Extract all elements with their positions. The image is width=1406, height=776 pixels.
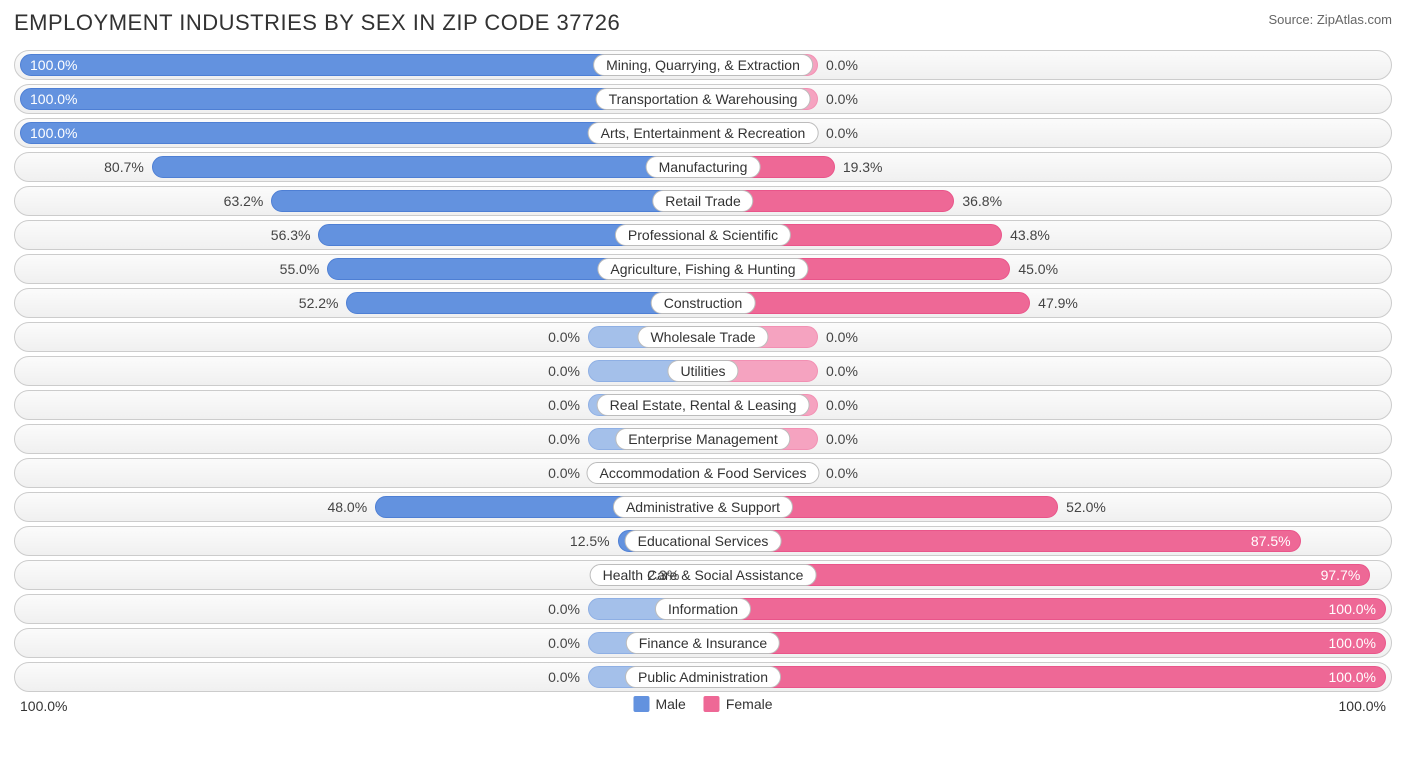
- category-label: Retail Trade: [652, 190, 753, 212]
- category-label: Arts, Entertainment & Recreation: [588, 122, 819, 144]
- legend: Male Female: [633, 696, 772, 712]
- male-value-label: 0.0%: [548, 465, 580, 481]
- female-bar: [703, 598, 1386, 620]
- category-label: Educational Services: [625, 530, 782, 552]
- female-value-label: 100.0%: [1329, 601, 1376, 617]
- male-value-label: 0.0%: [548, 329, 580, 345]
- male-value-label: 0.0%: [548, 601, 580, 617]
- row-track: Health Care & Social Assistance2.3% 97.7%: [14, 560, 1392, 590]
- male-value-label: 0.0%: [548, 635, 580, 651]
- female-bar: [703, 632, 1386, 654]
- male-value-label: 63.2%: [224, 193, 264, 209]
- female-value-label: 0.0%: [826, 57, 858, 73]
- row-track: Wholesale Trade 0.0% 0.0%: [14, 322, 1392, 352]
- category-label: Information: [655, 598, 751, 620]
- male-value-label: 0.0%: [548, 431, 580, 447]
- chart-source: Source: ZipAtlas.com: [1268, 12, 1392, 27]
- male-value-label: 52.2%: [299, 295, 339, 311]
- category-label: Agriculture, Fishing & Hunting: [597, 258, 808, 280]
- male-value-label: 48.0%: [327, 499, 367, 515]
- female-value-label: 100.0%: [1329, 635, 1376, 651]
- male-swatch-icon: [633, 696, 649, 712]
- row-track: Construction 52.2% 47.9%: [14, 288, 1392, 318]
- female-bar: [703, 666, 1386, 688]
- male-value-label: 100.0%: [30, 57, 77, 73]
- female-value-label: 97.7%: [1321, 567, 1361, 583]
- female-value-label: 36.8%: [962, 193, 1002, 209]
- female-value-label: 0.0%: [826, 125, 858, 141]
- legend-female-label: Female: [726, 696, 773, 712]
- axis-right-label: 100.0%: [1339, 698, 1386, 714]
- category-label: Manufacturing: [646, 156, 761, 178]
- row-track: Administrative & Support 48.0% 52.0%: [14, 492, 1392, 522]
- row-track: Retail Trade 63.2% 36.8%: [14, 186, 1392, 216]
- female-value-label: 0.0%: [826, 363, 858, 379]
- male-value-label: 0.0%: [548, 397, 580, 413]
- row-track: Finance & Insurance 0.0% 100.0%: [14, 628, 1392, 658]
- male-value-label: 0.0%: [548, 363, 580, 379]
- female-value-label: 0.0%: [826, 329, 858, 345]
- male-value-label: 100.0%: [30, 125, 77, 141]
- row-track: Agriculture, Fishing & Hunting 55.0% 45.0%: [14, 254, 1392, 284]
- female-value-label: 0.0%: [826, 431, 858, 447]
- category-label: Transportation & Warehousing: [596, 88, 811, 110]
- row-track: Mining, Quarrying, & Extraction 100.0% 0.0…: [14, 50, 1392, 80]
- male-value-label: 100.0%: [30, 91, 77, 107]
- category-label: Wholesale Trade: [637, 326, 768, 348]
- chart-title: EMPLOYMENT INDUSTRIES BY SEX IN ZIP CODE…: [14, 10, 620, 36]
- legend-male-label: Male: [655, 696, 685, 712]
- female-value-label: 45.0%: [1018, 261, 1058, 277]
- category-label: Public Administration: [625, 666, 781, 688]
- chart-header: EMPLOYMENT INDUSTRIES BY SEX IN ZIP CODE…: [14, 10, 1392, 36]
- category-label: Health Care & Social Assistance: [590, 564, 817, 586]
- male-value-label: 0.0%: [548, 669, 580, 685]
- chart-footer: 100.0% 100.0% Male Female: [14, 696, 1392, 724]
- female-swatch-icon: [704, 696, 720, 712]
- male-bar: [346, 292, 703, 314]
- legend-male: Male: [633, 696, 685, 712]
- category-label: Utilities: [667, 360, 738, 382]
- row-track: Information 0.0% 100.0%: [14, 594, 1392, 624]
- female-value-label: 0.0%: [826, 465, 858, 481]
- male-value-label: 55.0%: [280, 261, 320, 277]
- male-value-label: 80.7%: [104, 159, 144, 175]
- axis-left-label: 100.0%: [20, 698, 67, 714]
- female-value-label: 47.9%: [1038, 295, 1078, 311]
- category-label: Professional & Scientific: [615, 224, 791, 246]
- female-value-label: 52.0%: [1066, 499, 1106, 515]
- row-track: Manufacturing 80.7% 19.3%: [14, 152, 1392, 182]
- category-label: Accommodation & Food Services: [587, 462, 820, 484]
- row-track: Educational Services 12.5% 87.5%: [14, 526, 1392, 556]
- legend-female: Female: [704, 696, 773, 712]
- category-label: Construction: [651, 292, 756, 314]
- female-value-label: 0.0%: [826, 91, 858, 107]
- chart-body: Mining, Quarrying, & Extraction 100.0% 0.0…: [14, 50, 1392, 692]
- row-track: Accommodation & Food Services 0.0% 0.0%: [14, 458, 1392, 488]
- category-label: Real Estate, Rental & Leasing: [597, 394, 810, 416]
- female-value-label: 100.0%: [1329, 669, 1376, 685]
- female-value-label: 0.0%: [826, 397, 858, 413]
- row-track: Transportation & Warehousing 100.0% 0.0%: [14, 84, 1392, 114]
- female-value-label: 19.3%: [843, 159, 883, 175]
- row-track: Real Estate, Rental & Leasing 0.0% 0.0%: [14, 390, 1392, 420]
- male-bar: [271, 190, 703, 212]
- female-bar: [703, 530, 1301, 552]
- category-label: Mining, Quarrying, & Extraction: [593, 54, 813, 76]
- female-value-label: 87.5%: [1251, 533, 1291, 549]
- male-value-label: 2.3%: [647, 567, 679, 583]
- male-bar: [152, 156, 703, 178]
- row-track: Enterprise Management 0.0% 0.0%: [14, 424, 1392, 454]
- male-value-label: 56.3%: [271, 227, 311, 243]
- female-value-label: 43.8%: [1010, 227, 1050, 243]
- row-track: Arts, Entertainment & Recreation 100.0% 0.…: [14, 118, 1392, 148]
- category-label: Finance & Insurance: [626, 632, 780, 654]
- row-track: Utilities 0.0% 0.0%: [14, 356, 1392, 386]
- category-label: Enterprise Management: [615, 428, 790, 450]
- row-track: Public Administration 0.0% 100.0%: [14, 662, 1392, 692]
- row-track: Professional & Scientific 56.3% 43.8%: [14, 220, 1392, 250]
- male-value-label: 12.5%: [570, 533, 610, 549]
- category-label: Administrative & Support: [613, 496, 793, 518]
